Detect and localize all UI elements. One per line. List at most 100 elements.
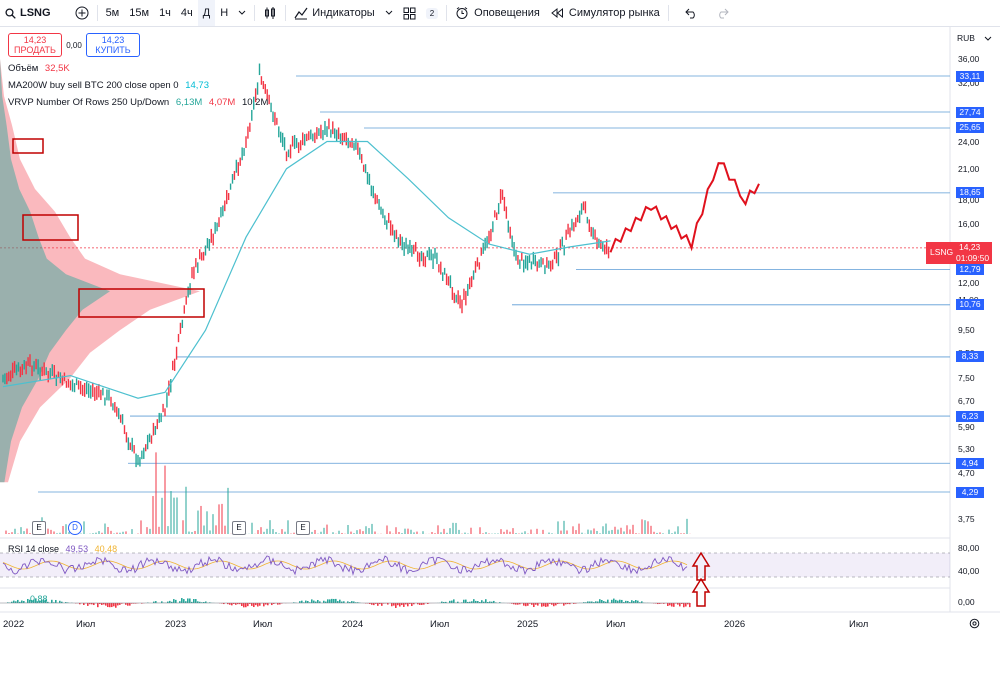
interval-week[interactable]: Н — [220, 7, 229, 19]
osc-bar — [97, 603, 99, 608]
osc-bar — [483, 601, 485, 603]
sell-label: ПРОДАТЬ — [14, 45, 56, 55]
osc-bar — [333, 598, 335, 603]
volume-bar — [170, 491, 172, 534]
volume-bar — [542, 529, 544, 534]
volume-bar — [116, 532, 118, 534]
alerts-button[interactable]: Оповещения — [450, 0, 545, 26]
osc-bar — [347, 601, 349, 603]
osc-bar — [111, 603, 113, 608]
replay-button[interactable]: Симулятор рынка — [545, 0, 665, 26]
level-price-label: 8,33 — [956, 351, 984, 363]
osc-bar — [309, 602, 311, 603]
osc-bar — [585, 602, 587, 603]
price-tick: 32,00 — [958, 77, 980, 88]
earnings-marker[interactable]: E — [296, 521, 310, 535]
vrvp-legend[interactable]: VRVP Number Of Rows 250 Up/Down 6,13M 4,… — [8, 97, 268, 108]
current-price-label: LSNG 14,23 01:09:50 — [926, 242, 992, 264]
osc-bar — [553, 603, 555, 607]
rsi-ma-line — [2, 560, 688, 570]
volume-bar — [5, 530, 7, 534]
interval-15m[interactable]: 15м — [129, 7, 150, 19]
dividend-marker[interactable]: D — [68, 521, 82, 535]
osc-bar — [655, 603, 657, 604]
osc-bar — [625, 600, 627, 603]
volume-bar — [524, 531, 526, 534]
osc-bar — [615, 599, 617, 603]
indicators-button[interactable]: Индикаторы — [289, 0, 380, 26]
sell-button[interactable]: 14,23 ПРОДАТЬ — [8, 33, 62, 57]
osc-bar — [199, 601, 201, 603]
redo-button[interactable] — [711, 0, 734, 26]
simulator-label: Симулятор рынка — [568, 7, 660, 19]
osc-bar — [209, 602, 211, 603]
osc-bar — [155, 601, 157, 603]
osc-bar — [419, 603, 421, 605]
volume-bar — [323, 527, 325, 534]
layout-button[interactable]: 2 — [398, 0, 443, 26]
volume-bar — [407, 528, 409, 534]
osc-bar — [173, 599, 175, 603]
osc-bar — [673, 603, 675, 607]
volume-bar — [362, 531, 364, 534]
osc-bar — [377, 603, 379, 606]
earnings-marker[interactable]: E — [32, 521, 46, 535]
osc-bar — [349, 602, 351, 603]
osc-legend[interactable]: 0,88 — [30, 594, 48, 604]
volume-bar — [188, 531, 190, 534]
earnings-marker[interactable]: E — [232, 521, 246, 535]
volume-bar — [599, 533, 601, 534]
compare-button[interactable] — [70, 0, 94, 26]
level-price-label: 4,29 — [956, 486, 984, 498]
chart-type-button[interactable] — [258, 0, 282, 26]
osc-bar — [449, 600, 451, 603]
chevron-down-icon[interactable] — [984, 36, 992, 42]
osc-bar — [381, 603, 383, 606]
annotation-box — [22, 214, 79, 241]
indicators-dropdown[interactable] — [380, 0, 398, 26]
osc-bar — [559, 603, 561, 604]
volume-bar — [26, 528, 28, 534]
interval-day[interactable]: Д — [197, 0, 216, 26]
volume-bar — [515, 533, 517, 534]
volume-bar — [635, 533, 637, 534]
volume-bar — [641, 519, 643, 534]
interval-1h[interactable]: 1ч — [159, 7, 171, 19]
osc-bar — [641, 601, 643, 603]
search-icon — [5, 7, 16, 19]
osc-bar — [401, 603, 403, 606]
interval-dropdown[interactable] — [233, 0, 251, 26]
volume-bar — [326, 524, 328, 534]
volume-bar — [509, 531, 511, 534]
osc-bar — [685, 603, 687, 607]
osc-bar — [589, 601, 591, 603]
osc-bar — [443, 601, 445, 603]
osc-bar — [557, 603, 559, 605]
volume-legend[interactable]: Объём 32,5K — [8, 63, 70, 74]
volume-bar — [590, 530, 592, 534]
ma-legend[interactable]: MA200W buy sell BTC 200 close open 0 14,… — [8, 80, 209, 91]
volume-bar — [350, 531, 352, 534]
undo-button[interactable] — [680, 0, 703, 26]
osc-bar — [629, 602, 631, 603]
osc-bar — [311, 599, 313, 603]
interval-4h[interactable]: 4ч — [180, 7, 193, 19]
volume-bar — [131, 529, 133, 534]
osc-bar — [223, 603, 225, 605]
countdown: 01:09:50 — [956, 253, 990, 263]
price-tick: 36,00 — [958, 53, 980, 64]
buy-button[interactable]: 14,23 КУПИТЬ — [86, 33, 140, 57]
osc-bar — [537, 603, 539, 606]
volume-bar — [218, 504, 220, 534]
buy-price: 14,23 — [101, 35, 125, 45]
currency-label[interactable]: RUB — [957, 33, 975, 43]
ma-value: 14,73 — [185, 80, 209, 91]
interval-5m[interactable]: 5м — [105, 7, 120, 19]
symbol-search[interactable]: LSNG — [0, 0, 56, 26]
volume-bar — [587, 529, 589, 534]
candles-icon — [265, 7, 276, 19]
osc-bar — [601, 599, 603, 603]
settings-gear-icon[interactable] — [969, 618, 980, 629]
rsi-legend[interactable]: RSI 14 close 49,53 40,48 — [8, 544, 117, 554]
volume-bar — [164, 465, 166, 534]
